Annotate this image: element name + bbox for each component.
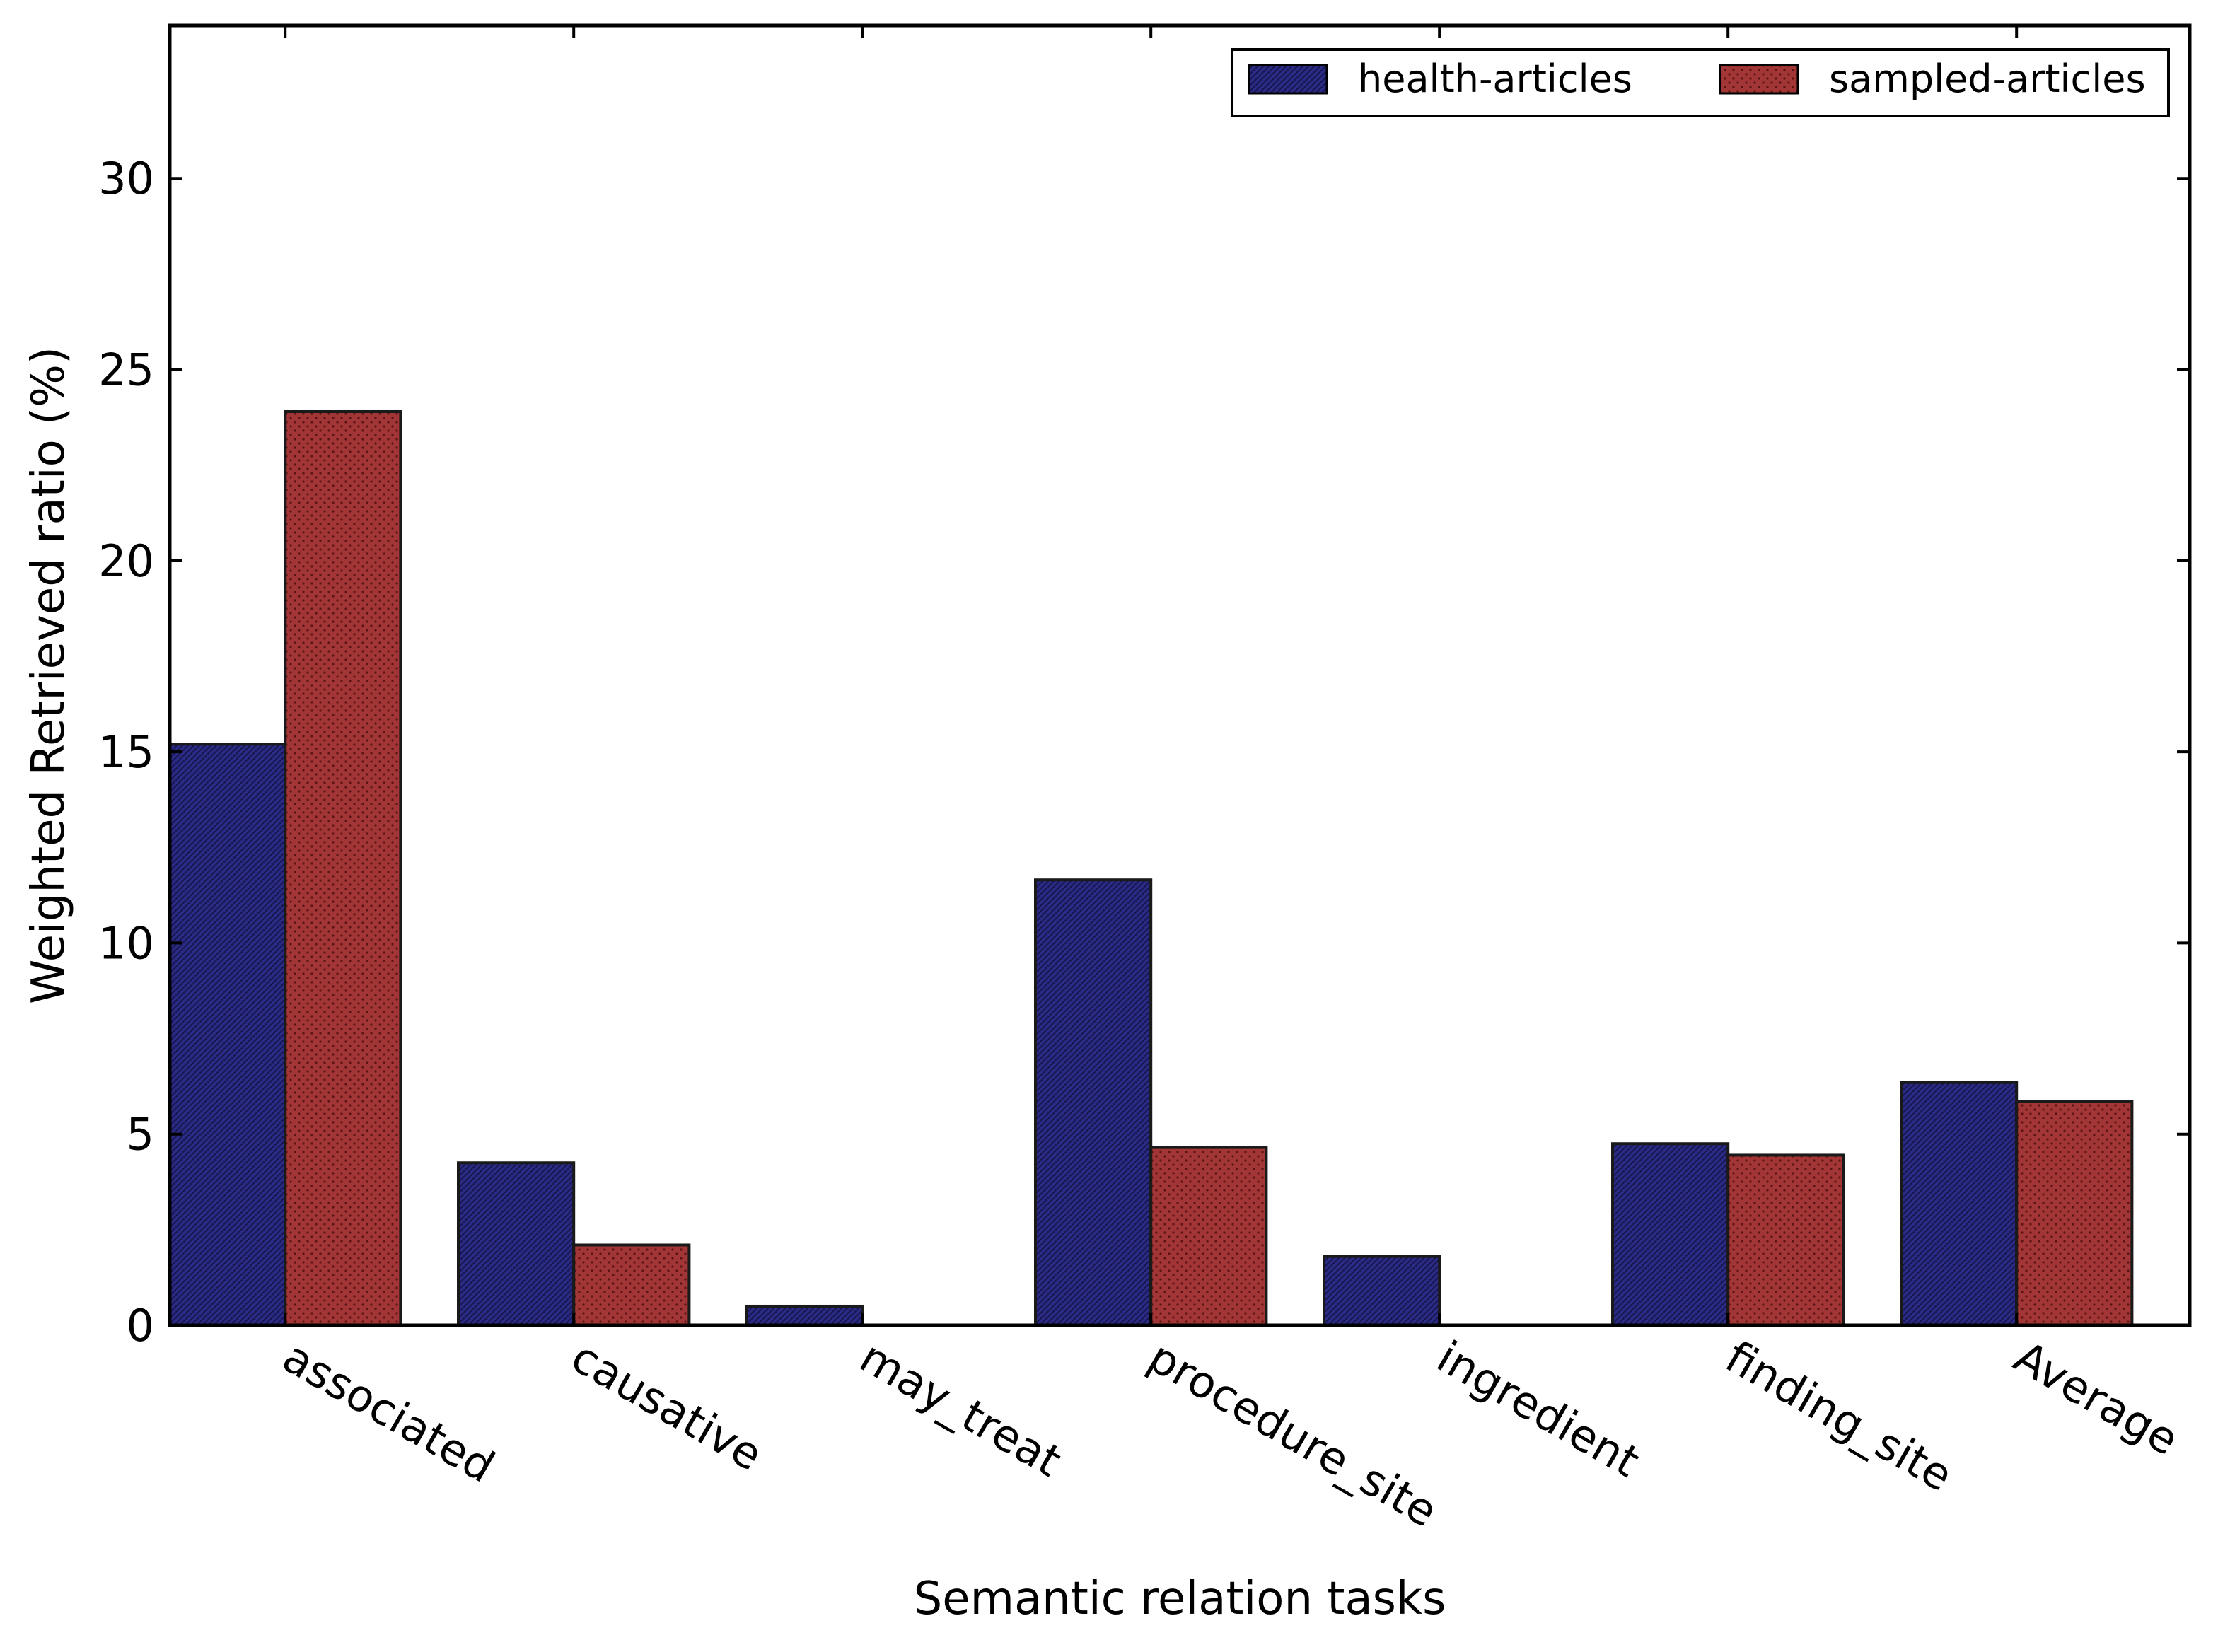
bars-layer — [168, 409, 2134, 1327]
y-tick-label-15: 15 — [98, 726, 154, 778]
legend-swatch-health-articles — [1248, 64, 1328, 95]
legend-swatch-sampled-articles — [1719, 64, 1799, 95]
x-tick-label-causative: causative — [563, 1331, 772, 1481]
bar-sampled-articles-finding-site — [1726, 1153, 1845, 1327]
y-tick-label-20: 20 — [98, 535, 154, 587]
y-tick-label-0: 0 — [127, 1300, 154, 1351]
bar-health-articles-may-treat — [745, 1304, 864, 1327]
bar-health-articles-ingredient — [1323, 1255, 1441, 1327]
bar-sampled-articles-associated — [284, 409, 402, 1327]
ticks-layer — [170, 25, 2190, 1327]
legend-label-health-articles: health-articles — [1358, 57, 1632, 101]
x-tick-label-may-treat: may_treat — [852, 1331, 1070, 1487]
y-tick-label-30: 30 — [98, 153, 154, 204]
x-tick-label-procedure-site: procedure_site — [1140, 1331, 1446, 1537]
x-tick-label-ingredient: ingredient — [1429, 1331, 1649, 1487]
y-axis-label: Weighted Retrieved ratio (%) — [23, 347, 75, 1004]
bar-sampled-articles-average — [2015, 1100, 2134, 1327]
x-tick-label-finding-site: finding_site — [1717, 1331, 1961, 1502]
bar-health-articles-associated — [168, 743, 287, 1327]
y-tick-label-5: 5 — [127, 1109, 154, 1161]
y-tick-label-25: 25 — [98, 344, 154, 396]
x-tick-label-average: Average — [2006, 1331, 2188, 1466]
plot-frame — [168, 23, 2192, 1327]
x-tick-labels: associated causative may_treat procedure_si… — [274, 1331, 2188, 1537]
bar-health-articles-procedure-site — [1034, 878, 1153, 1327]
bar-sampled-articles-causative — [572, 1243, 691, 1327]
y-tick-labels: 0 5 10 15 20 25 30 — [98, 153, 154, 1351]
legend-label-sampled-articles: sampled-articles — [1829, 57, 2146, 101]
bar-health-articles-causative — [457, 1161, 576, 1327]
y-tick-label-10: 10 — [98, 917, 154, 969]
bar-health-articles-finding-site — [1611, 1142, 1730, 1327]
x-tick-label-associated: associated — [274, 1331, 504, 1493]
legend-frame — [1231, 48, 2170, 117]
legend: health-articles sampled-articles — [1231, 48, 2170, 117]
x-axis-label: Semantic relation tasks — [914, 1573, 1446, 1625]
bar-health-articles-average — [1900, 1081, 2019, 1327]
bar-sampled-articles-procedure-site — [1149, 1146, 1268, 1327]
